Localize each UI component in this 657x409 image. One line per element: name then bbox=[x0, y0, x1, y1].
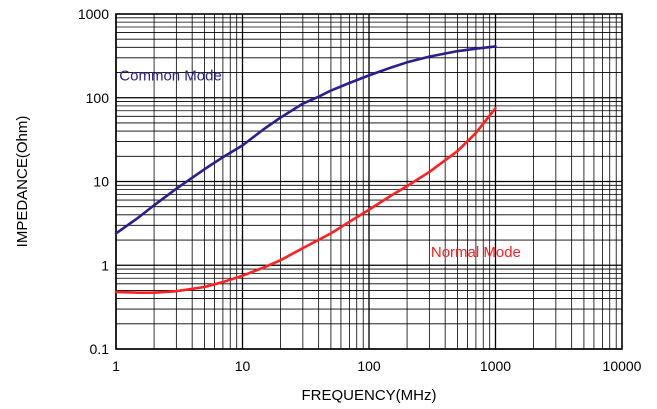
x-tick-labels: 1 10 100 1000 10000 bbox=[112, 358, 642, 374]
y-tick-label: 0.1 bbox=[90, 341, 110, 357]
y-tick-label: 1 bbox=[101, 257, 109, 273]
y-tick-label: 1000 bbox=[78, 6, 109, 22]
x-tick-label: 10000 bbox=[603, 358, 642, 374]
plot-frame bbox=[115, 13, 623, 350]
series-labels: Common Mode Normal Mode bbox=[119, 68, 521, 261]
x-tick-label: 1 bbox=[112, 358, 120, 374]
series-curves bbox=[114, 45, 497, 295]
normal-mode-curve bbox=[114, 106, 497, 295]
y-axis-title: IMPEDANCE(Ohm) bbox=[14, 116, 31, 248]
common-mode-label: Common Mode bbox=[119, 68, 222, 85]
common-mode-curve bbox=[114, 45, 497, 235]
x-tick-label: 100 bbox=[357, 358, 381, 374]
y-tick-label: 10 bbox=[93, 174, 109, 190]
x-axis-title: FREQUENCY(MHz) bbox=[302, 387, 437, 404]
x-tick-label: 10 bbox=[235, 358, 251, 374]
x-tick-label: 1000 bbox=[480, 358, 511, 374]
y-tick-label: 100 bbox=[86, 90, 110, 106]
normal-mode-label: Normal Mode bbox=[431, 244, 521, 261]
y-tick-labels: 0.1 1 10 100 1000 bbox=[78, 6, 109, 357]
